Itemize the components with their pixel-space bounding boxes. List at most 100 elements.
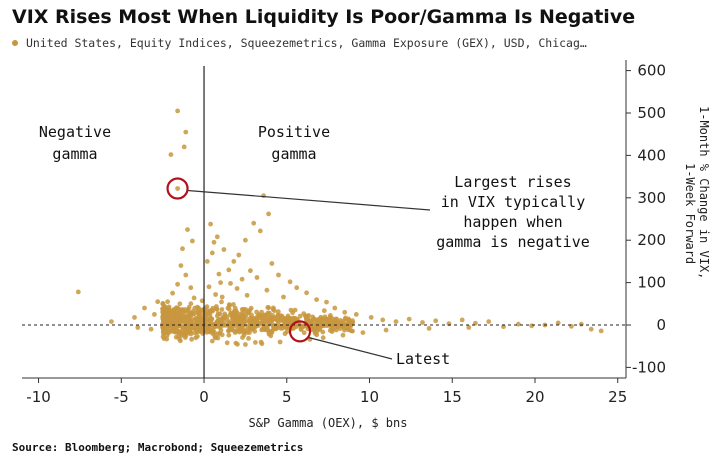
scatter-point (529, 323, 535, 329)
scatter-point (199, 327, 204, 333)
x-tick-label: 25 (608, 388, 627, 406)
scatter-point (160, 334, 166, 340)
scatter-point (160, 301, 166, 307)
scatter-point (276, 272, 281, 278)
scatter-point (160, 306, 166, 312)
scatter-point (208, 221, 214, 227)
scatter-point (334, 327, 339, 333)
y-tick-label: 300 (637, 189, 666, 207)
scatter-point (272, 308, 277, 314)
x-tick-label: 10 (360, 388, 379, 406)
scatter-point (75, 289, 81, 295)
scatter-point (239, 307, 245, 312)
scatter-point (254, 309, 259, 315)
legend: United States, Equity Indices, Squeezeme… (12, 36, 587, 50)
scatter-point (219, 307, 225, 312)
scatter-point (188, 285, 194, 291)
scatter-point (327, 315, 333, 320)
scatter-point (253, 340, 258, 345)
scatter-point (340, 332, 346, 338)
scatter-point (279, 316, 285, 322)
scatter-point (324, 299, 329, 305)
scatter-point (210, 329, 215, 335)
scatter-point (321, 308, 327, 314)
scatter-point (368, 315, 374, 320)
scatter-point (229, 326, 235, 332)
latest-annotation: Latest (396, 350, 450, 368)
scatter-point (598, 328, 604, 334)
scatter-point (236, 252, 242, 258)
scatter-point (196, 311, 202, 316)
scatter-point (210, 305, 216, 311)
scatter-point (161, 330, 167, 335)
scatter-point (209, 250, 215, 256)
scatter-point (301, 330, 307, 336)
scatter-point (228, 310, 234, 316)
scatter-point (320, 335, 326, 341)
scatter-point (486, 319, 492, 324)
positive-gamma-label-line1: Positive (258, 123, 330, 141)
scatter-point (185, 227, 190, 233)
scatter-point (166, 328, 172, 334)
scatter-point (188, 301, 194, 307)
scatter-point (232, 320, 237, 326)
scatter-point (233, 312, 238, 318)
scatter-point (180, 246, 185, 252)
y-tick-label: -100 (632, 358, 666, 376)
scatter-point (327, 328, 333, 333)
scatter-point (109, 319, 114, 324)
scatter-point (247, 320, 253, 325)
scatter-point (243, 237, 248, 243)
scatter-point (330, 323, 335, 329)
scatter-point (349, 321, 355, 327)
scatter-point (165, 310, 171, 316)
scatter-point (314, 297, 319, 302)
scatter-point (406, 316, 412, 322)
scatter-point (194, 329, 200, 334)
scatter-point (264, 325, 269, 331)
scatter-point (257, 228, 263, 234)
scatter-point (346, 316, 351, 322)
scatter-point (426, 326, 432, 331)
scatter-point (251, 220, 257, 226)
scatter-point (148, 326, 154, 332)
axes-layer: -10 -5 0 5 10 15 20 25 -100 0 100 200 300 400 500 600 (22, 60, 666, 406)
chart-title: VIX Rises Most When Liquidity Is Poor/Ga… (12, 6, 636, 28)
scatter-point (188, 331, 194, 337)
scatter-point (224, 314, 230, 320)
scatter-point (466, 325, 472, 330)
scatter-point (269, 329, 274, 334)
scatter-point (209, 338, 215, 344)
x-tick-label: 0 (199, 388, 209, 406)
scatter-point (251, 315, 257, 321)
scatter-point (211, 239, 217, 245)
scatter-point (166, 315, 172, 321)
scatter-point (219, 294, 225, 300)
scatter-point (459, 317, 465, 323)
scatter-point (306, 313, 311, 318)
scatter-point (190, 238, 195, 244)
points-layer (75, 108, 604, 347)
scatter-point (161, 319, 167, 325)
scatter-point (333, 316, 339, 322)
scatter-point (217, 311, 223, 317)
scatter-point (277, 339, 283, 345)
scatter-point (218, 280, 224, 285)
scatter-point (195, 304, 200, 310)
scatter-point (360, 330, 366, 335)
scatter-point (261, 320, 267, 326)
scatter-point (420, 320, 425, 325)
scatter-point (294, 322, 299, 328)
scatter-point (199, 298, 205, 304)
scatter-point (227, 303, 232, 309)
scatter-point (209, 316, 215, 322)
scatter-point (135, 325, 141, 330)
scatter-point (314, 332, 320, 338)
scatter-point (516, 321, 521, 327)
scatter-point (183, 129, 189, 135)
scatter-point (224, 340, 230, 346)
scatter-point (336, 322, 342, 328)
scatter-point (244, 292, 250, 298)
scatter-point (216, 271, 222, 277)
largest-leader-line (187, 189, 431, 211)
